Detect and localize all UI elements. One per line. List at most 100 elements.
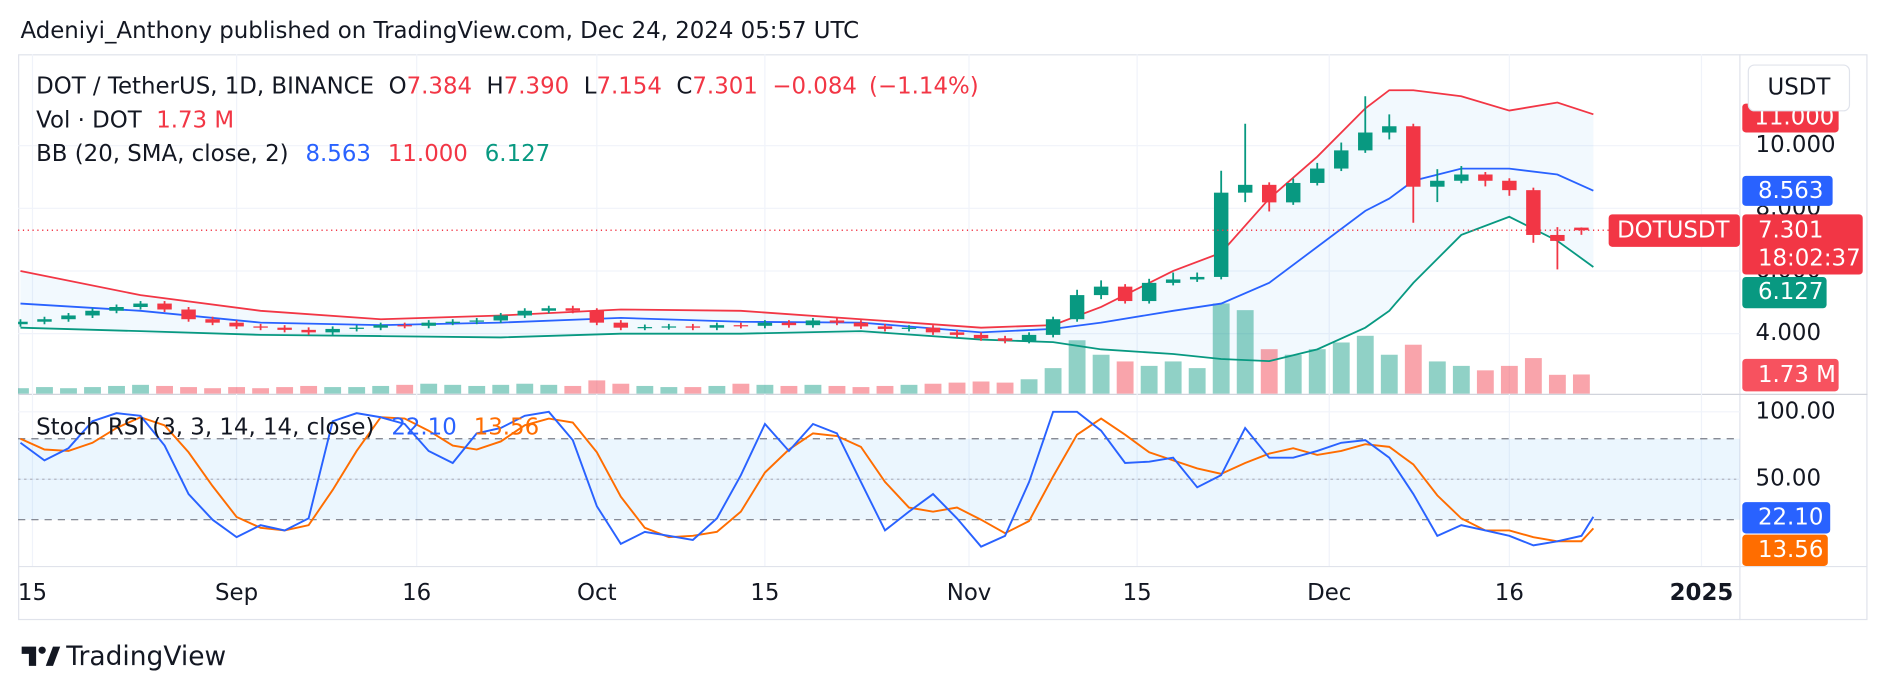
candle-body	[685, 326, 701, 328]
candle-body	[949, 332, 965, 335]
candle-body	[805, 320, 821, 326]
marks	[18, 89, 1740, 548]
volume-bar	[252, 388, 270, 394]
candle-body	[1021, 334, 1037, 341]
vol-label: Vol · DOT	[36, 107, 143, 133]
candle-body	[901, 327, 917, 329]
brand-logo	[21, 646, 61, 666]
badges: 11.000 USDT 8.563 DOTUSDT 7.301 18:02:37…	[1608, 64, 1863, 566]
legend-stoch: Stoch RSI (3, 3, 14, 14, close) 22.10 13…	[36, 414, 539, 440]
legend-bb: BB (20, SMA, close, 2) 8.563 11.000 6.12…	[36, 141, 550, 167]
candle-body	[781, 322, 797, 326]
bb-lower: 6.127	[485, 141, 550, 167]
candle-body	[1310, 168, 1325, 183]
stoch-label: Stoch RSI (3, 3, 14, 14, close)	[36, 414, 374, 440]
candle-body	[541, 308, 557, 311]
volume-bar	[204, 388, 222, 394]
candle-body	[1382, 126, 1397, 133]
volume-bar	[156, 385, 173, 394]
candle-body	[253, 326, 268, 328]
candle-body	[1093, 286, 1109, 296]
volume-bar	[708, 385, 726, 394]
y-tick-label: 10.000	[1756, 132, 1836, 158]
bb-fill	[20, 90, 1594, 362]
volume-bar	[1212, 303, 1230, 394]
volume-bar	[852, 387, 870, 394]
y-tick-label: 4.000	[1756, 320, 1821, 346]
bb-label: BB (20, SMA, close, 2)	[36, 141, 288, 167]
x-tick-label: 16	[1495, 580, 1524, 606]
volume-bar	[300, 385, 318, 394]
legend-volume: Vol · DOT 1.73 M	[36, 107, 234, 133]
o-label: O	[389, 73, 407, 99]
candle-body	[301, 329, 316, 333]
volume-bar	[996, 382, 1014, 394]
volume-badge-text: 1.73 M	[1758, 362, 1836, 388]
stoch-tick-label: 50.00	[1756, 466, 1821, 492]
x-tick-label: 2025	[1670, 580, 1734, 606]
volume-bar	[636, 385, 654, 394]
volume-bar	[84, 387, 101, 394]
close-value: 7.301	[692, 73, 757, 99]
volume-bar	[1140, 365, 1158, 394]
candle-body	[85, 310, 100, 316]
volume-bar	[1284, 354, 1302, 394]
grid	[18, 54, 1740, 566]
volume-bar	[900, 384, 918, 394]
volume-bar	[756, 384, 774, 394]
candle-body	[133, 303, 148, 307]
candle-body	[1237, 184, 1253, 193]
volume-bar	[348, 387, 366, 394]
volume-bar	[1452, 365, 1470, 394]
candle-body	[1045, 319, 1061, 335]
x-tick-label: Oct	[577, 580, 617, 606]
volume-bar	[1548, 374, 1566, 394]
candle-body	[421, 322, 436, 326]
stoch-tick-label: 100.00	[1756, 398, 1836, 424]
d-badge-text: 13.56	[1758, 537, 1823, 563]
change: −0.084	[772, 73, 857, 99]
candle-body	[733, 325, 749, 327]
candle-body	[589, 310, 605, 323]
candle-body	[1478, 174, 1493, 181]
volume-bar	[780, 385, 798, 394]
volume-bar	[540, 384, 558, 394]
candle-body	[277, 327, 292, 330]
candle-body	[1502, 180, 1517, 191]
candle-body	[925, 327, 941, 333]
volume-bar	[588, 380, 606, 394]
publisher-line: Adeniyi_Anthony published on TradingView…	[20, 18, 859, 44]
k-badge	[1742, 502, 1831, 534]
candle-body	[709, 325, 725, 328]
currency-button[interactable]	[1747, 64, 1851, 112]
price-badge-text: 7.301	[1758, 218, 1823, 244]
candle-body	[1574, 227, 1589, 231]
candle-body	[517, 310, 532, 316]
c-label: C	[676, 73, 692, 99]
x-tick-label: 16	[402, 580, 431, 606]
candle-body	[1117, 286, 1133, 302]
price-pane	[18, 89, 1740, 394]
candle-body	[397, 325, 412, 327]
volume-bar	[132, 384, 149, 394]
volume-bar	[1164, 361, 1182, 394]
volume-bar	[1044, 368, 1062, 394]
candle-body	[325, 328, 340, 333]
candle-body	[61, 315, 76, 320]
volume-bar	[732, 383, 750, 394]
x-tick-label: 15	[1123, 580, 1152, 606]
volume-bar	[1524, 358, 1542, 394]
bb-upper	[20, 89, 1594, 329]
candle-body	[349, 327, 364, 329]
stoch-pane	[18, 410, 1740, 548]
basis-badge-text: 8.563	[1758, 178, 1823, 204]
candle-body	[637, 327, 653, 329]
x-tick-label: Nov	[947, 580, 992, 606]
volume-bar	[1332, 342, 1350, 394]
volume-bar	[18, 388, 29, 394]
volume-bar	[1308, 349, 1326, 394]
bb-upper: 11.000	[388, 141, 468, 167]
volume-bar	[804, 384, 822, 394]
legend-main: DOT / TetherUS, 1D, BINANCE O7.384 H7.39…	[36, 73, 979, 99]
